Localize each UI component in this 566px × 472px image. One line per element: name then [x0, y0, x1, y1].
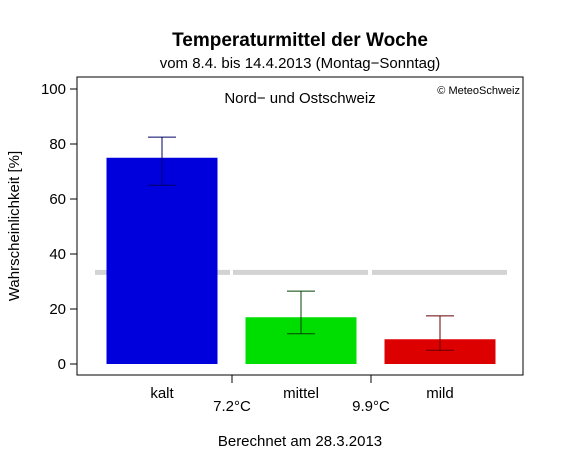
x-axis: kalt mittel mild 7.2°C 9.9°C	[150, 375, 454, 415]
error-bars	[148, 136, 454, 351]
y-axis: 0 20 40 60 80 100	[41, 81, 77, 373]
y-axis-label: Wahrscheinlichkeit [%]	[6, 151, 23, 301]
footer-note: Berechnet am 28.3.2013	[218, 433, 382, 450]
threshold-label-1: 9.9°C	[352, 398, 390, 415]
category-label-mittel: mittel	[283, 385, 319, 402]
y-tick-label-80: 80	[49, 136, 66, 153]
y-tick-label-60: 60	[49, 191, 66, 208]
y-tick-label-0: 0	[58, 356, 66, 373]
category-label-kalt: kalt	[150, 385, 174, 402]
y-tick-label-40: 40	[49, 246, 66, 263]
copyright-label: © MeteoSchweiz	[437, 85, 520, 97]
y-tick-label-20: 20	[49, 301, 66, 318]
bar-kalt	[106, 157, 218, 364]
region-label: Nord− und Ostschweiz	[224, 90, 375, 107]
plot-frame	[76, 76, 524, 376]
chart-subtitle: vom 8.4. bis 14.4.2013 (Montag−Sonntag)	[160, 55, 441, 72]
chart-title: Temperaturmittel der Woche	[172, 30, 428, 51]
category-label-mild: mild	[426, 385, 454, 402]
threshold-label-0: 7.2°C	[213, 398, 251, 415]
y-tick-label-100: 100	[41, 81, 66, 98]
